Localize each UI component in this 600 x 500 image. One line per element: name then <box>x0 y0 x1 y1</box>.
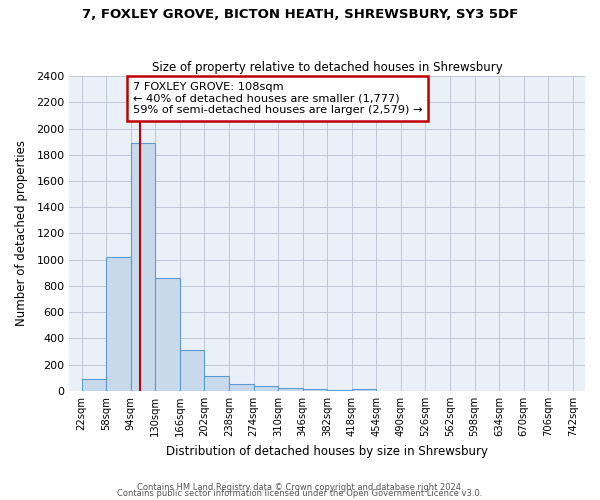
Bar <box>352 388 376 391</box>
Bar <box>180 350 205 391</box>
Bar <box>327 390 352 391</box>
Text: 7 FOXLEY GROVE: 108sqm
← 40% of detached houses are smaller (1,777)
59% of semi-: 7 FOXLEY GROVE: 108sqm ← 40% of detached… <box>133 82 422 115</box>
Bar <box>229 384 254 391</box>
Bar <box>254 386 278 391</box>
Title: Size of property relative to detached houses in Shrewsbury: Size of property relative to detached ho… <box>152 60 503 74</box>
Bar <box>278 388 302 391</box>
Bar <box>302 388 327 391</box>
Bar <box>82 380 106 391</box>
Text: Contains HM Land Registry data © Crown copyright and database right 2024.: Contains HM Land Registry data © Crown c… <box>137 484 463 492</box>
Bar <box>205 376 229 391</box>
Bar <box>155 278 180 391</box>
Bar <box>106 257 131 391</box>
X-axis label: Distribution of detached houses by size in Shrewsbury: Distribution of detached houses by size … <box>166 444 488 458</box>
Bar <box>131 143 155 391</box>
Text: Contains public sector information licensed under the Open Government Licence v3: Contains public sector information licen… <box>118 490 482 498</box>
Y-axis label: Number of detached properties: Number of detached properties <box>15 140 28 326</box>
Text: 7, FOXLEY GROVE, BICTON HEATH, SHREWSBURY, SY3 5DF: 7, FOXLEY GROVE, BICTON HEATH, SHREWSBUR… <box>82 8 518 20</box>
